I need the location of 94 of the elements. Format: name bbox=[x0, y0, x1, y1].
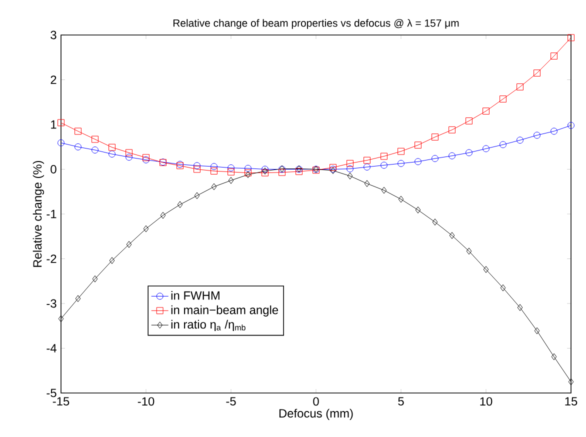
point bbox=[228, 176, 234, 184]
y-tick-label: -1 bbox=[46, 210, 56, 218]
point bbox=[414, 142, 422, 149]
legend-label: in FWHM bbox=[171, 290, 220, 300]
y-tick-label: 0 bbox=[50, 165, 56, 174]
point bbox=[482, 145, 490, 152]
point bbox=[550, 52, 558, 60]
point bbox=[466, 149, 472, 156]
point bbox=[278, 168, 286, 176]
point bbox=[160, 212, 166, 219]
point bbox=[177, 201, 183, 208]
point bbox=[296, 168, 302, 175]
point bbox=[244, 164, 252, 172]
point bbox=[228, 168, 234, 176]
point bbox=[380, 152, 388, 160]
x-tick-label: 15 bbox=[565, 397, 578, 406]
point bbox=[92, 275, 98, 282]
point bbox=[74, 128, 82, 135]
point bbox=[432, 155, 438, 162]
point bbox=[74, 143, 82, 150]
y-tick-label: -5 bbox=[46, 388, 56, 398]
y-axis-title: Relative change (%) bbox=[32, 160, 44, 267]
point bbox=[568, 34, 574, 42]
point bbox=[568, 122, 574, 129]
point bbox=[92, 146, 98, 154]
point bbox=[228, 164, 234, 172]
x-tick-label: -10 bbox=[138, 397, 154, 406]
point bbox=[448, 152, 456, 160]
point bbox=[466, 117, 472, 124]
point bbox=[194, 166, 200, 173]
y-tick-label: -2 bbox=[46, 254, 56, 263]
point bbox=[75, 295, 81, 302]
point bbox=[500, 96, 506, 102]
x-tick-label: 10 bbox=[480, 397, 492, 406]
x-axis-title: Defocus (mm) bbox=[279, 408, 353, 420]
legend-label: in ratio η$_{a}$ /η$_{mb}$ bbox=[171, 320, 246, 332]
point bbox=[58, 119, 64, 126]
point bbox=[92, 136, 98, 143]
point bbox=[482, 108, 490, 115]
point bbox=[58, 139, 64, 146]
point bbox=[210, 168, 218, 174]
point bbox=[126, 154, 132, 161]
point bbox=[534, 70, 540, 76]
point bbox=[143, 225, 149, 232]
point bbox=[58, 315, 64, 322]
point bbox=[398, 196, 404, 203]
point bbox=[194, 162, 200, 170]
point bbox=[398, 160, 404, 167]
point bbox=[194, 192, 200, 200]
point bbox=[398, 148, 404, 155]
point bbox=[126, 149, 132, 156]
x-tick-label: 0 bbox=[313, 397, 319, 406]
point bbox=[448, 126, 456, 134]
point bbox=[432, 218, 438, 226]
point bbox=[346, 160, 354, 167]
y-tick-label: -3 bbox=[46, 299, 56, 308]
point bbox=[551, 353, 557, 360]
y-tick-label: 3 bbox=[50, 30, 56, 40]
point bbox=[432, 134, 438, 140]
point bbox=[126, 240, 132, 248]
point bbox=[347, 172, 353, 180]
point bbox=[108, 144, 116, 151]
point bbox=[415, 206, 421, 214]
point bbox=[516, 83, 524, 90]
y-tick-label: 1 bbox=[51, 120, 56, 129]
point bbox=[500, 141, 506, 148]
x-tick-label: 5 bbox=[398, 397, 404, 406]
point bbox=[483, 266, 489, 273]
point bbox=[414, 158, 422, 166]
y-tick-label: -4 bbox=[46, 344, 56, 352]
point bbox=[500, 284, 506, 292]
point bbox=[108, 150, 116, 158]
point bbox=[210, 163, 218, 170]
y-tick-label: 2 bbox=[50, 76, 56, 84]
point bbox=[109, 257, 115, 264]
point bbox=[568, 378, 574, 386]
point bbox=[364, 180, 370, 188]
legend-label: in main−beam angle bbox=[171, 305, 278, 317]
point bbox=[364, 156, 370, 164]
point bbox=[516, 136, 524, 144]
point bbox=[517, 304, 523, 311]
point bbox=[364, 164, 370, 170]
point bbox=[380, 162, 388, 169]
point bbox=[211, 183, 217, 190]
x-tick-label: -5 bbox=[226, 397, 236, 406]
x-tick-label: -15 bbox=[52, 397, 70, 406]
point bbox=[466, 248, 472, 255]
point bbox=[381, 186, 387, 194]
point bbox=[449, 232, 455, 239]
point bbox=[534, 327, 540, 334]
point bbox=[346, 165, 354, 172]
point bbox=[550, 128, 558, 135]
point bbox=[534, 132, 540, 139]
chart-title: Relative change of beam properties vs defocus @ λ = 157 μm bbox=[173, 19, 459, 29]
